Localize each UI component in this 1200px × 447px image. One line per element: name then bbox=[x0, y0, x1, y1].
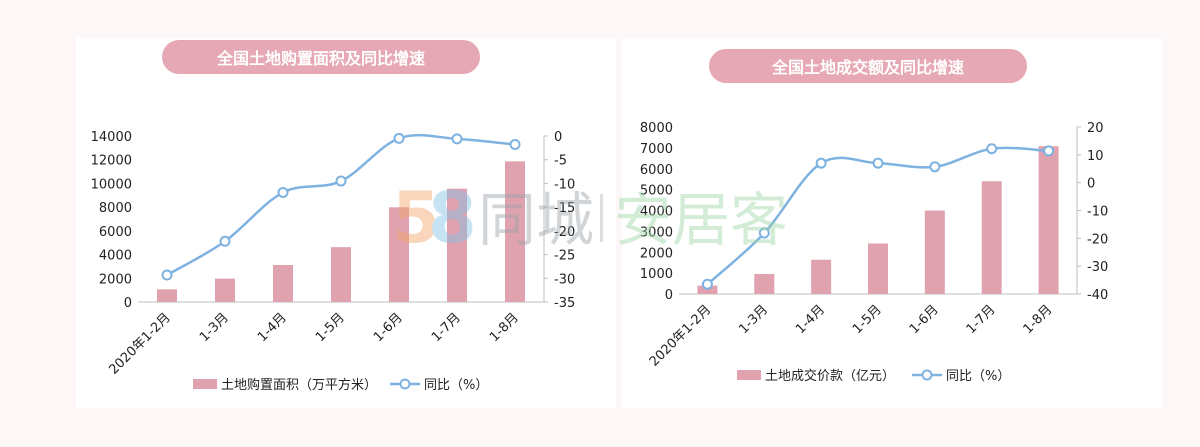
category-label: 2020年1-2月 bbox=[647, 302, 714, 369]
bar bbox=[215, 278, 235, 302]
left-tick-label: 4000 bbox=[640, 205, 673, 220]
yoy-point bbox=[393, 132, 405, 144]
right-tick-label: -5 bbox=[554, 154, 567, 169]
left-tick-label: 12000 bbox=[91, 154, 132, 169]
bar bbox=[924, 210, 945, 294]
left-tick-label: 2000 bbox=[640, 246, 673, 261]
yoy-point bbox=[335, 175, 347, 187]
watermark-digit-5: 5 bbox=[392, 180, 441, 254]
left-tick-label: 2000 bbox=[99, 272, 132, 287]
left-tick-label: 5000 bbox=[640, 184, 673, 199]
legend-line-marker bbox=[399, 378, 411, 390]
right-tick-label: -30 bbox=[554, 272, 575, 287]
yoy-point bbox=[509, 139, 521, 151]
left-tick-label: 3000 bbox=[640, 225, 673, 240]
left-tick-label: 0 bbox=[665, 288, 673, 303]
yoy-point bbox=[161, 269, 173, 281]
category-label: 1-4月 bbox=[793, 302, 828, 337]
chart-title-left: 全国土地购置面积及同比增速 bbox=[162, 40, 480, 74]
legend-line-label: 同比（%） bbox=[946, 369, 1010, 384]
bar bbox=[981, 181, 1002, 294]
yoy-point bbox=[701, 278, 713, 290]
right-tick-label: -15 bbox=[554, 201, 575, 216]
right-tick-label: -10 bbox=[554, 177, 575, 192]
bar bbox=[1038, 146, 1059, 294]
legend-bar-label: 土地成交价款（亿元） bbox=[765, 368, 895, 384]
legend-bar-label: 土地购置面积（万平方米） bbox=[221, 377, 377, 393]
left-tick-label: 10000 bbox=[91, 177, 132, 192]
left-tick-label: 8000 bbox=[99, 201, 132, 216]
chart-title-right: 全国土地成交额及同比增速 bbox=[709, 49, 1027, 83]
bar bbox=[754, 273, 775, 294]
yoy-point bbox=[929, 161, 941, 173]
yoy-point bbox=[986, 143, 998, 155]
legend-bar-swatch bbox=[193, 379, 217, 389]
watermark-brand-tongcheng: 同城 bbox=[478, 186, 594, 254]
right-tick-label: -40 bbox=[1087, 288, 1108, 303]
left-tick-label: 6000 bbox=[99, 225, 132, 240]
bar bbox=[157, 289, 177, 302]
yoy-point bbox=[277, 186, 289, 198]
category-label: 1-6月 bbox=[907, 302, 942, 337]
category-label: 1-8月 bbox=[1021, 302, 1056, 337]
category-label: 1-5月 bbox=[850, 302, 885, 337]
left-tick-label: 6000 bbox=[640, 163, 673, 178]
right-tick-label: 20 bbox=[1087, 121, 1104, 136]
category-label: 1-3月 bbox=[736, 302, 771, 337]
chart-panel-left bbox=[76, 38, 616, 408]
watermark-divider bbox=[600, 194, 603, 242]
bar bbox=[447, 188, 467, 302]
legend-line-marker bbox=[921, 369, 933, 381]
left-tick-label: 7000 bbox=[640, 142, 673, 157]
left-tick-label: 8000 bbox=[640, 121, 673, 136]
right-tick-label: -30 bbox=[1087, 260, 1108, 275]
right-tick-label: -20 bbox=[554, 225, 575, 240]
right-tick-label: 0 bbox=[554, 130, 562, 145]
left-tick-label: 0 bbox=[124, 296, 132, 311]
yoy-point bbox=[219, 235, 231, 247]
legend-line-label: 同比（%） bbox=[424, 378, 488, 393]
chart-panel-right bbox=[622, 38, 1162, 408]
right-tick-label: -25 bbox=[554, 249, 575, 264]
right-tick-label: 10 bbox=[1087, 149, 1104, 164]
right-tick-label: 0 bbox=[1087, 177, 1095, 192]
yoy-point bbox=[451, 133, 463, 145]
legend-bar-swatch bbox=[737, 370, 761, 380]
yoy-point bbox=[758, 227, 770, 239]
category-label: 1-7月 bbox=[964, 302, 999, 337]
bar bbox=[273, 265, 293, 302]
yoy-point bbox=[1043, 145, 1055, 157]
bar bbox=[868, 243, 888, 294]
bar bbox=[697, 285, 718, 294]
right-tick-label: -10 bbox=[1087, 205, 1108, 220]
bar bbox=[331, 247, 351, 302]
right-tick-label: -20 bbox=[1087, 232, 1108, 247]
watermark-digit-8: 8 bbox=[428, 180, 477, 254]
yoy-point bbox=[872, 157, 884, 169]
bar bbox=[389, 207, 409, 302]
bar bbox=[505, 161, 525, 302]
watermark-logo: 5 8 同城 安居客 bbox=[392, 180, 788, 254]
left-tick-label: 14000 bbox=[91, 130, 132, 145]
watermark-brand-anjuke: 安居客 bbox=[614, 186, 788, 254]
left-tick-label: 4000 bbox=[99, 249, 132, 264]
bar bbox=[811, 259, 832, 294]
yoy-point bbox=[815, 157, 827, 169]
right-tick-label: -35 bbox=[554, 296, 575, 311]
left-tick-label: 1000 bbox=[640, 267, 673, 282]
